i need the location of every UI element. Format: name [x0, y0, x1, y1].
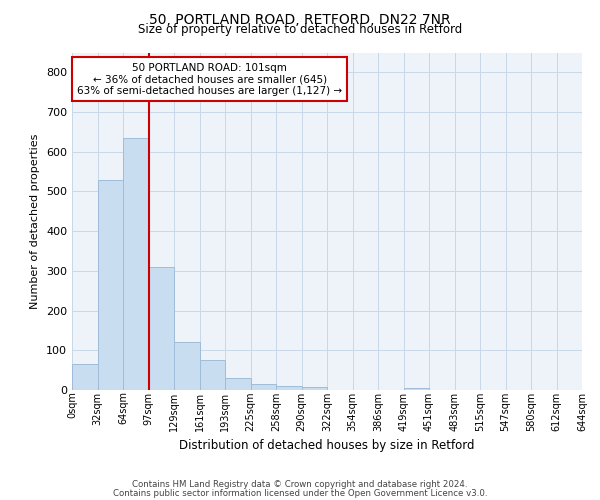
Bar — [174, 342, 199, 390]
Bar — [72, 364, 97, 390]
Bar — [199, 360, 225, 390]
Bar — [251, 384, 276, 390]
Bar — [302, 387, 327, 390]
Bar — [225, 378, 251, 390]
Text: Size of property relative to detached houses in Retford: Size of property relative to detached ho… — [138, 22, 462, 36]
X-axis label: Distribution of detached houses by size in Retford: Distribution of detached houses by size … — [179, 439, 475, 452]
Bar — [276, 386, 302, 390]
Text: Contains public sector information licensed under the Open Government Licence v3: Contains public sector information licen… — [113, 488, 487, 498]
Bar — [97, 180, 123, 390]
Text: 50 PORTLAND ROAD: 101sqm
← 36% of detached houses are smaller (645)
63% of semi-: 50 PORTLAND ROAD: 101sqm ← 36% of detach… — [77, 62, 342, 96]
Bar — [404, 388, 429, 390]
Bar — [123, 138, 149, 390]
Text: Contains HM Land Registry data © Crown copyright and database right 2024.: Contains HM Land Registry data © Crown c… — [132, 480, 468, 489]
Y-axis label: Number of detached properties: Number of detached properties — [31, 134, 40, 309]
Text: 50, PORTLAND ROAD, RETFORD, DN22 7NR: 50, PORTLAND ROAD, RETFORD, DN22 7NR — [149, 12, 451, 26]
Bar — [149, 267, 174, 390]
